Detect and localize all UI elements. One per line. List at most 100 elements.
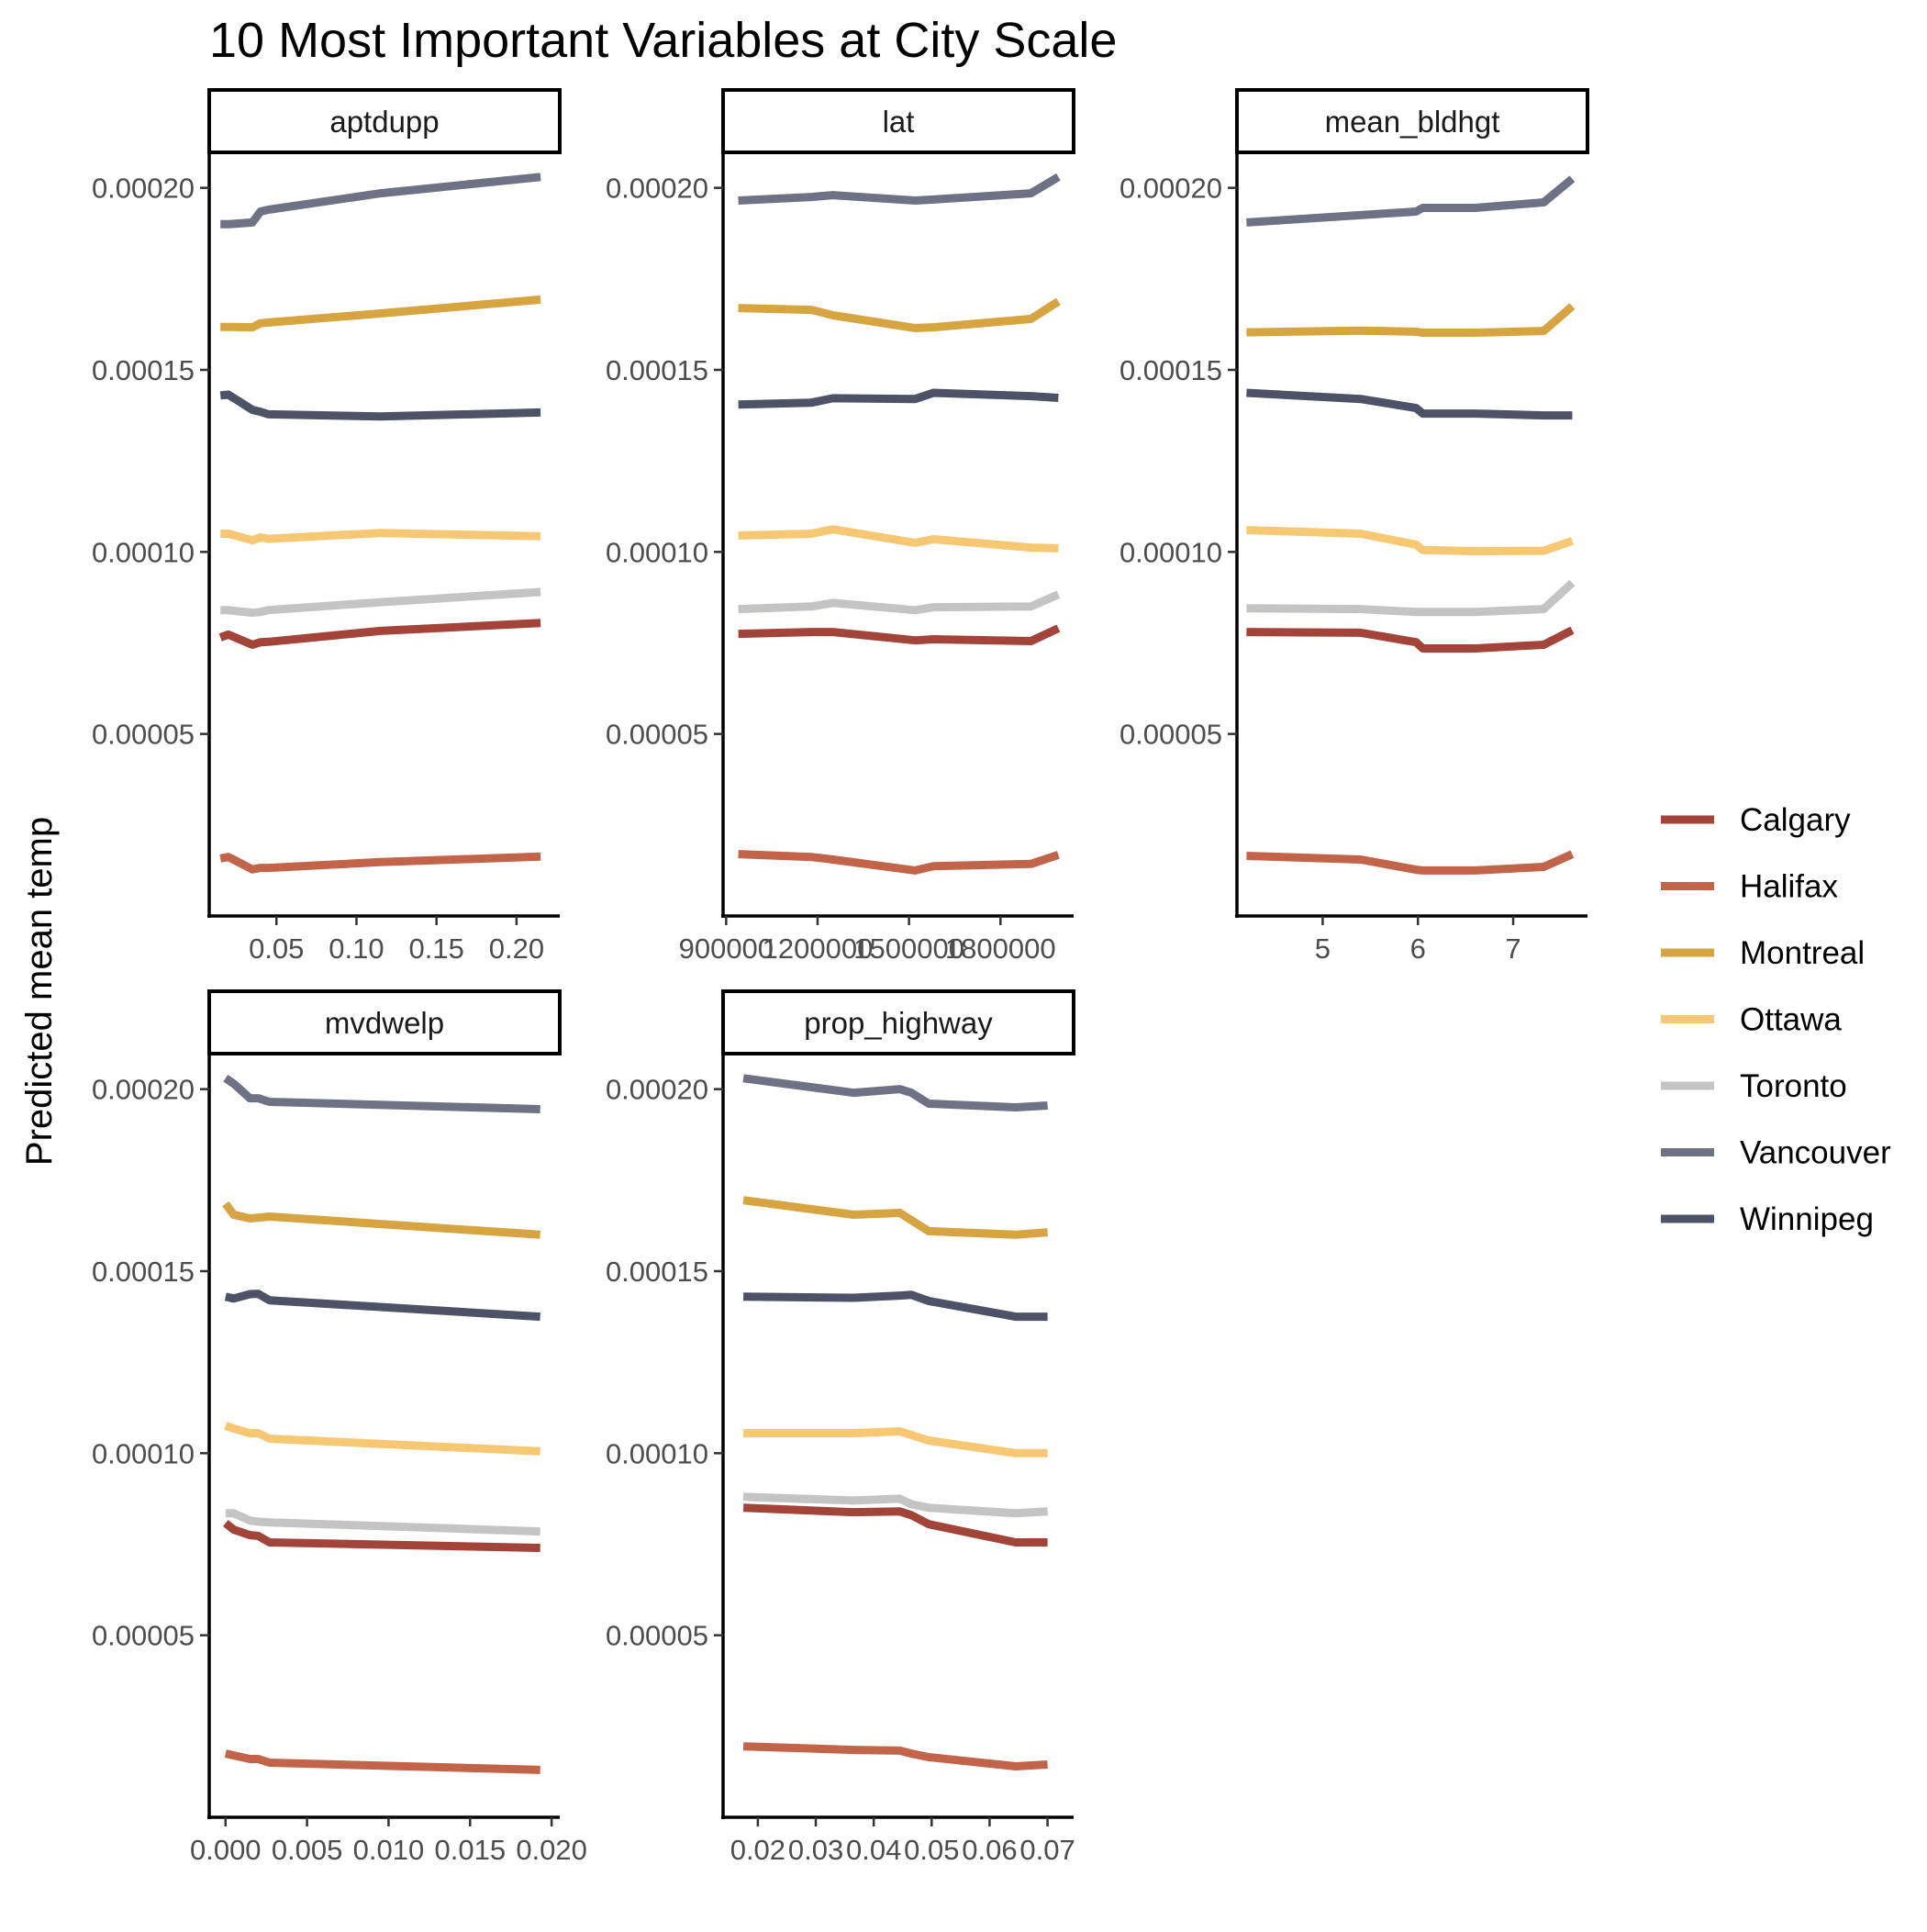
series-line-vancouver: [1246, 175, 1576, 227]
series-line-montreal: [738, 297, 1061, 332]
legend-item-calgary: Calgary: [1661, 802, 1851, 838]
legend-item-ottawa: Ottawa: [1661, 1002, 1842, 1038]
series-line-montreal: [742, 1196, 1048, 1239]
y-tick-label: 0.00015: [1119, 354, 1222, 386]
series-line-montreal: [220, 295, 541, 332]
y-tick-label: 0.00005: [606, 719, 708, 751]
facet-strip-label: mean_bldhgt: [1325, 105, 1500, 139]
x-tick-label: 0.020: [516, 1834, 587, 1866]
legend-label: Ottawa: [1740, 1002, 1842, 1038]
facet-panel-lat: lat 0.00005 0.00010 0.00015 0.00020 900000120…: [606, 88, 1075, 965]
y-tick-label: 0.00005: [1119, 719, 1222, 751]
series-line-halifax: [742, 1742, 1048, 1770]
series-line-halifax: [219, 852, 541, 874]
y-tick-label: 0.00015: [92, 354, 195, 386]
facet-strip-label: aptdupp: [329, 105, 439, 139]
x-tick-label: 1800000: [945, 932, 1056, 965]
x-tick-label: 0.010: [353, 1834, 425, 1866]
x-tick-label: 0.15: [409, 932, 464, 965]
series-line-ottawa: [224, 1422, 540, 1456]
y-tick-label: 0.00005: [92, 1620, 195, 1652]
series-line-toronto: [1246, 579, 1576, 617]
legend-item-winnipeg: Winnipeg: [1661, 1201, 1874, 1237]
y-tick-label: 0.00015: [606, 354, 708, 386]
facet-panel-mvdwelp: mvdwelp 0.00005 0.00010 0.00015 0.00020 0.000…: [92, 989, 587, 1866]
series-line-toronto: [742, 1492, 1048, 1518]
series-line-toronto: [225, 1509, 540, 1536]
y-tick-label: 0.00020: [606, 173, 708, 205]
x-tick-label: 0.10: [329, 932, 384, 965]
legend-item-halifax: Halifax: [1661, 869, 1838, 905]
x-tick-label: 0.06: [962, 1834, 1017, 1866]
x-tick-label: 0.03: [788, 1834, 843, 1866]
series-line-winnipeg: [224, 1290, 540, 1322]
legend-item-vancouver: Vancouver: [1661, 1135, 1891, 1171]
legend-item-toronto: Toronto: [1661, 1068, 1847, 1104]
y-tick-label: 0.00020: [92, 1074, 195, 1106]
series-line-vancouver: [738, 173, 1061, 205]
x-tick-label: 0.015: [434, 1834, 506, 1866]
series-line-winnipeg: [738, 388, 1059, 409]
series-line-calgary: [222, 1519, 540, 1552]
y-tick-label: 0.00005: [92, 719, 195, 751]
series-line-calgary: [218, 619, 541, 649]
x-tick-label: 0.02: [730, 1834, 785, 1866]
x-tick-label: 0.05: [249, 932, 304, 965]
x-tick-label: 0.005: [272, 1834, 343, 1866]
legend-label: Vancouver: [1740, 1135, 1891, 1171]
facet-panel-prop_highway: prop_highway 0.00005 0.00010 0.00015 0.00020…: [606, 989, 1075, 1866]
facet-strip: [207, 88, 562, 154]
y-tick-label: 0.00010: [606, 536, 708, 568]
series-line-montreal: [222, 1201, 541, 1239]
series-line-winnipeg: [743, 1290, 1048, 1322]
y-tick-label: 0.00020: [1119, 173, 1222, 205]
facet-strip-label: lat: [883, 105, 915, 139]
y-tick-label: 0.00010: [606, 1437, 708, 1469]
y-tick-label: 0.00020: [92, 173, 195, 205]
legend-label: Winnipeg: [1740, 1201, 1874, 1237]
series-line-halifax: [224, 1749, 540, 1774]
x-tick-label: 0.20: [489, 932, 544, 965]
legend-label: Toronto: [1740, 1068, 1847, 1104]
series-line-toronto: [738, 590, 1061, 615]
facet-strip: [1235, 88, 1589, 154]
facet-strip-label: prop_highway: [804, 1006, 993, 1040]
series-line-montreal: [1246, 303, 1576, 337]
x-tick-label: 0.000: [190, 1834, 262, 1866]
series-line-winnipeg: [219, 390, 541, 421]
x-tick-label: 7: [1505, 932, 1520, 965]
series-line-winnipeg: [1246, 388, 1573, 420]
series-line-toronto: [220, 587, 541, 618]
facet-strip: [721, 989, 1075, 1055]
facet-panel-aptdupp: aptdupp 0.00005 0.00010 0.00015 0.00020 0.05 0…: [92, 88, 562, 965]
x-tick-label: 900000: [679, 932, 774, 965]
series-line-vancouver: [220, 173, 541, 229]
facet-strip: [207, 989, 562, 1055]
y-tick-label: 0.00005: [606, 1620, 708, 1652]
series-line-ottawa: [220, 529, 541, 545]
chart-title: 10 Most Important Variables at City Scal…: [209, 13, 1117, 68]
x-tick-label: 5: [1315, 932, 1331, 965]
x-tick-label: 1500000: [853, 932, 964, 965]
facet-strip: [721, 88, 1075, 154]
series-line-halifax: [1246, 850, 1575, 875]
legend-label: Calgary: [1740, 802, 1851, 838]
facet-panel-mean_bldhgt: mean_bldhgt 0.00005 0.00010 0.00015 0.00020 5…: [1119, 88, 1589, 965]
series-line-ottawa: [738, 525, 1059, 553]
series-line-calgary: [1246, 626, 1575, 653]
y-tick-label: 0.00010: [92, 536, 195, 568]
y-tick-label: 0.00015: [606, 1256, 708, 1288]
y-axis-label: Predicted mean temp: [19, 817, 60, 1166]
y-tick-label: 0.00015: [92, 1256, 195, 1288]
y-tick-label: 0.00010: [1119, 536, 1222, 568]
series-line-calgary: [738, 624, 1061, 645]
legend-item-montreal: Montreal: [1661, 935, 1865, 971]
y-tick-label: 0.00010: [92, 1437, 195, 1469]
x-tick-label: 0.05: [904, 1834, 959, 1866]
series-line-vancouver: [742, 1074, 1048, 1111]
x-tick-label: 0.07: [1019, 1834, 1075, 1866]
legend: Calgary Halifax Montreal Ottawa Toronto Vanco…: [1661, 802, 1891, 1237]
legend-label: Montreal: [1740, 935, 1865, 971]
